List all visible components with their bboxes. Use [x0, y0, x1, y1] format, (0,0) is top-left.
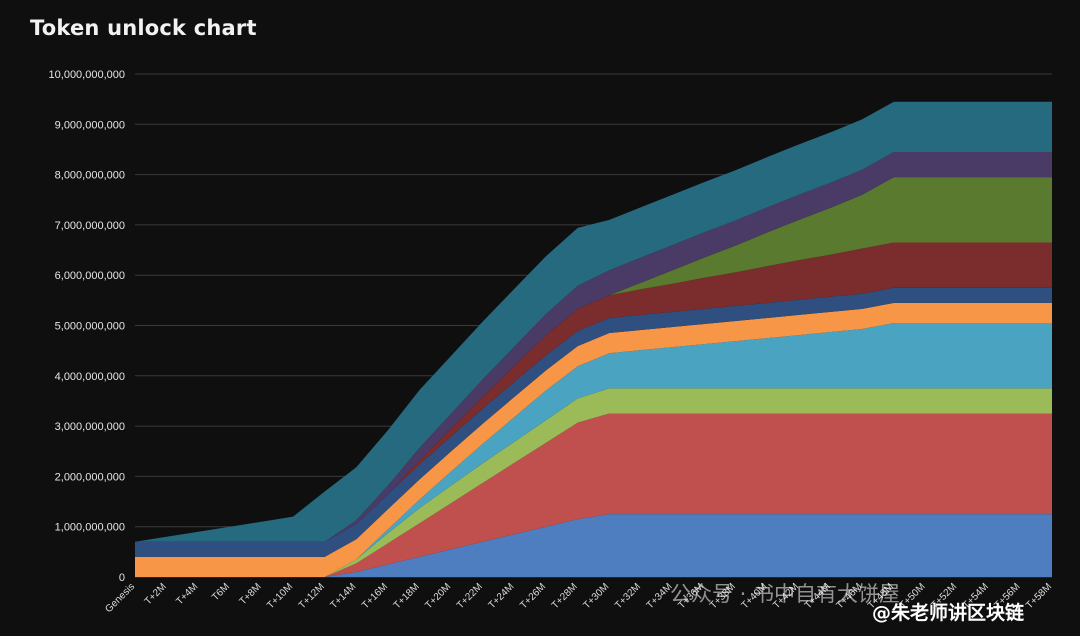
- watermark-account: 公众号 · 书中自有大饼屋: [670, 582, 901, 606]
- y-tick-label-2: 2,000,000,000: [55, 471, 125, 483]
- x-tick-label-5: T+10M: [265, 581, 295, 611]
- x-tick-label-6: T+12M: [297, 581, 327, 611]
- area-series-4: [135, 323, 1052, 577]
- x-tick-label-1: T+2M: [143, 581, 169, 607]
- x-tick-label-11: T+22M: [455, 581, 485, 611]
- y-tick-label-7: 7,000,000,000: [55, 220, 125, 232]
- x-tick-label-9: T+18M: [392, 581, 422, 611]
- area-series-1: [135, 514, 1052, 577]
- y-tick-label-6: 6,000,000,000: [55, 270, 125, 282]
- area-series-10: [135, 101, 1052, 542]
- y-tick-label-0: 0: [119, 572, 125, 584]
- y-tick-label-3: 3,000,000,000: [55, 421, 125, 433]
- x-tick-label-2: T+4M: [174, 581, 200, 607]
- y-tick-label-5: 5,000,000,000: [55, 321, 125, 333]
- area-series-5: [135, 302, 1052, 577]
- x-tick-label-3: T6M: [210, 581, 232, 603]
- x-tick-label-10: T+20M: [423, 581, 453, 611]
- x-tick-label-8: T+16M: [360, 581, 390, 611]
- watermark-author: @朱老师讲区块链: [872, 602, 1025, 624]
- chart-title: Token unlock chart: [30, 16, 257, 40]
- y-tick-label-9: 9,000,000,000: [55, 119, 125, 131]
- y-tick-label-10: 10,000,000,000: [49, 69, 125, 81]
- y-tick-label-4: 4,000,000,000: [55, 371, 125, 383]
- x-tick-label-12: T+24M: [487, 581, 517, 611]
- x-tick-label-7: T+14M: [328, 581, 358, 611]
- area-series-7: [135, 242, 1052, 542]
- area-series-2: [135, 413, 1052, 577]
- x-tick-label-0: Genesis: [103, 581, 137, 615]
- area-series-3: [135, 388, 1052, 577]
- x-tick-label-16: T+32M: [613, 581, 643, 611]
- x-tick-label-13: T+26M: [518, 581, 548, 611]
- y-tick-label-1: 1,000,000,000: [55, 522, 125, 534]
- x-tick-label-29: T+58M: [1024, 581, 1054, 611]
- x-tick-label-15: T+30M: [581, 581, 611, 611]
- x-tick-label-14: T+28M: [550, 581, 580, 611]
- x-tick-label-4: T+8M: [238, 581, 264, 607]
- y-tick-label-8: 8,000,000,000: [55, 170, 125, 182]
- area-series-8: [135, 177, 1052, 542]
